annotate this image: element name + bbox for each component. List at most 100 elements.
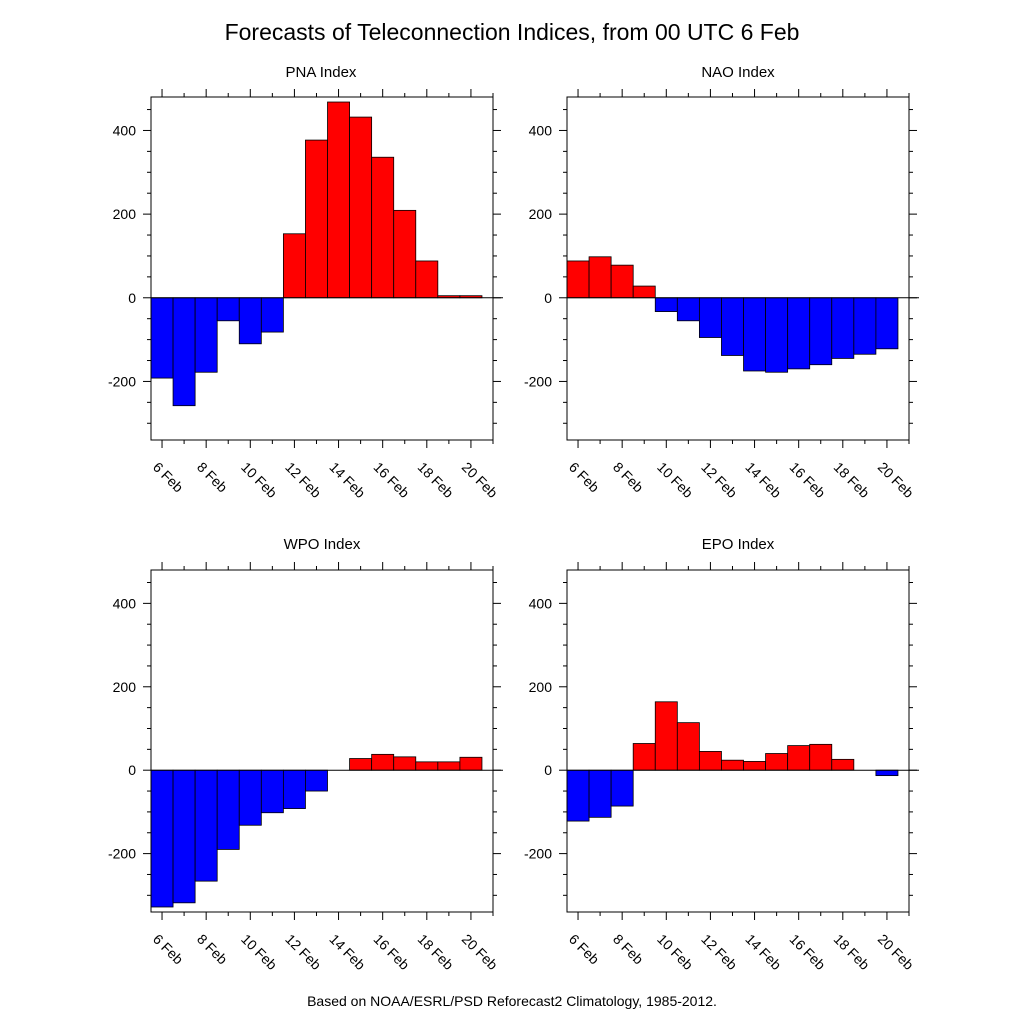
epo-xtick-label: 6 Feb — [566, 931, 603, 968]
panel-wpo: WPO Index -200 0 200 400 6 Feb 8 Feb 10 Feb 12 … — [108, 536, 503, 973]
wpo-xtick-label: 6 Feb — [150, 931, 187, 968]
wpo-xtick-label: 18 Feb — [415, 931, 457, 973]
wpo-ytick-label: 400 — [113, 595, 137, 611]
pna-xtick-label: 20 Feb — [459, 459, 501, 501]
pna-bar-6 — [150, 297, 174, 379]
pna-bar-9 — [216, 297, 240, 322]
epo-bar-7 — [588, 769, 612, 818]
pna-xtick-label: 8 Feb — [194, 459, 231, 496]
pna-ytick-label: -200 — [108, 373, 136, 389]
pna-bar-8 — [194, 297, 218, 373]
epo-bar-18 — [831, 758, 855, 771]
epo-bar-6 — [566, 769, 590, 822]
nao-ytick-label: 200 — [529, 206, 553, 222]
nao-xtick-label: 14 Feb — [742, 459, 784, 501]
wpo-bar-15 — [349, 758, 373, 771]
pna-ytick-label: 200 — [113, 206, 137, 222]
epo-ytick-label: 200 — [529, 679, 553, 695]
pna-bar-7 — [172, 297, 196, 407]
pna-bar-14 — [327, 101, 350, 299]
epo-xtick-label: 20 Feb — [875, 931, 917, 973]
nao-xtick-label: 18 Feb — [831, 459, 873, 501]
panel-title-epo: EPO Index — [702, 536, 775, 553]
wpo-bar-11 — [260, 769, 284, 814]
nao-bar-14 — [743, 297, 766, 372]
nao-bar-10 — [654, 297, 678, 312]
wpo-bar-16 — [371, 753, 395, 771]
wpo-bar-19 — [437, 761, 461, 771]
pna-bar-15 — [349, 116, 373, 299]
epo-xtick-label: 12 Feb — [698, 931, 740, 973]
panel-title-pna: PNA Index — [286, 64, 357, 81]
nao-xtick-label: 16 Feb — [787, 459, 829, 501]
pna-ytick-label: 400 — [113, 122, 137, 138]
nao-bar-8 — [610, 264, 634, 299]
wpo-ytick-label: 200 — [113, 679, 137, 695]
pna-bar-13 — [305, 139, 328, 299]
wpo-xtick-label: 10 Feb — [238, 931, 280, 973]
pna-xtick-label: 14 Feb — [326, 459, 368, 501]
epo-xtick-label: 18 Feb — [831, 931, 873, 973]
panel-pna: PNA Index -200 0 200 400 6 Feb 8 Feb 10 Feb 12 … — [108, 64, 503, 501]
panel-title-wpo: WPO Index — [284, 536, 361, 553]
epo-bar-15 — [765, 753, 789, 771]
panel-epo: EPO Index -200 0 200 400 6 Feb 8 Feb 10 Feb 12 … — [524, 536, 919, 973]
epo-bar-20 — [875, 769, 899, 777]
pna-xtick-label: 10 Feb — [238, 459, 280, 501]
nao-bar-7 — [588, 256, 612, 299]
wpo-ytick-label: 0 — [128, 762, 136, 778]
nao-bar-16 — [787, 297, 811, 370]
nao-bar-19 — [853, 297, 877, 355]
wpo-bar-12 — [282, 769, 306, 809]
wpo-xtick-label: 20 Feb — [459, 931, 501, 973]
epo-ytick-label: 0 — [544, 762, 552, 778]
pna-xtick-label: 18 Feb — [415, 459, 457, 501]
nao-bar-15 — [765, 297, 789, 373]
wpo-bar-7 — [172, 769, 196, 904]
epo-bar-16 — [787, 745, 811, 771]
wpo-bar-6 — [150, 769, 174, 908]
nao-ytick-label: -200 — [524, 373, 552, 389]
pna-bar-17 — [393, 209, 417, 299]
epo-xtick-label: 8 Feb — [610, 931, 647, 968]
wpo-bar-9 — [216, 769, 240, 850]
wpo-xtick-label: 16 Feb — [371, 931, 413, 973]
nao-xtick-label: 12 Feb — [698, 459, 740, 501]
wpo-bar-18 — [415, 761, 439, 771]
pna-bar-18 — [415, 260, 439, 299]
epo-bar-12 — [698, 751, 722, 771]
wpo-xtick-label: 14 Feb — [326, 931, 368, 973]
pna-xtick-label: 6 Feb — [150, 459, 187, 496]
nao-bar-20 — [875, 297, 899, 350]
nao-plot-frame — [566, 96, 910, 441]
nao-bar-18 — [831, 297, 855, 359]
epo-bar-17 — [809, 743, 833, 771]
nao-xtick-label: 10 Feb — [654, 459, 696, 501]
wpo-bar-10 — [238, 769, 262, 826]
wpo-xtick-label: 12 Feb — [282, 931, 324, 973]
wpo-bar-20 — [459, 756, 483, 771]
nao-xtick-label: 6 Feb — [566, 459, 603, 496]
pna-bar-12 — [282, 233, 306, 299]
pna-xtick-label: 12 Feb — [282, 459, 324, 501]
pna-plot-frame — [150, 96, 494, 441]
nao-bar-17 — [809, 297, 833, 366]
epo-bar-13 — [721, 759, 744, 771]
nao-xtick-label: 8 Feb — [610, 459, 647, 496]
epo-bar-8 — [610, 769, 634, 807]
nao-bar-11 — [676, 297, 700, 322]
panel-nao: NAO Index -200 0 200 400 6 Feb 8 Feb 10 Feb 12 … — [524, 64, 919, 501]
epo-xtick-label: 10 Feb — [654, 931, 696, 973]
epo-xtick-label: 14 Feb — [742, 931, 784, 973]
nao-xtick-label: 20 Feb — [875, 459, 917, 501]
nao-bar-12 — [698, 297, 722, 338]
figure-title: Forecasts of Teleconnection Indices, fro… — [225, 19, 800, 45]
epo-bar-14 — [743, 761, 766, 771]
wpo-xtick-label: 8 Feb — [194, 931, 231, 968]
wpo-ytick-label: -200 — [108, 846, 136, 862]
